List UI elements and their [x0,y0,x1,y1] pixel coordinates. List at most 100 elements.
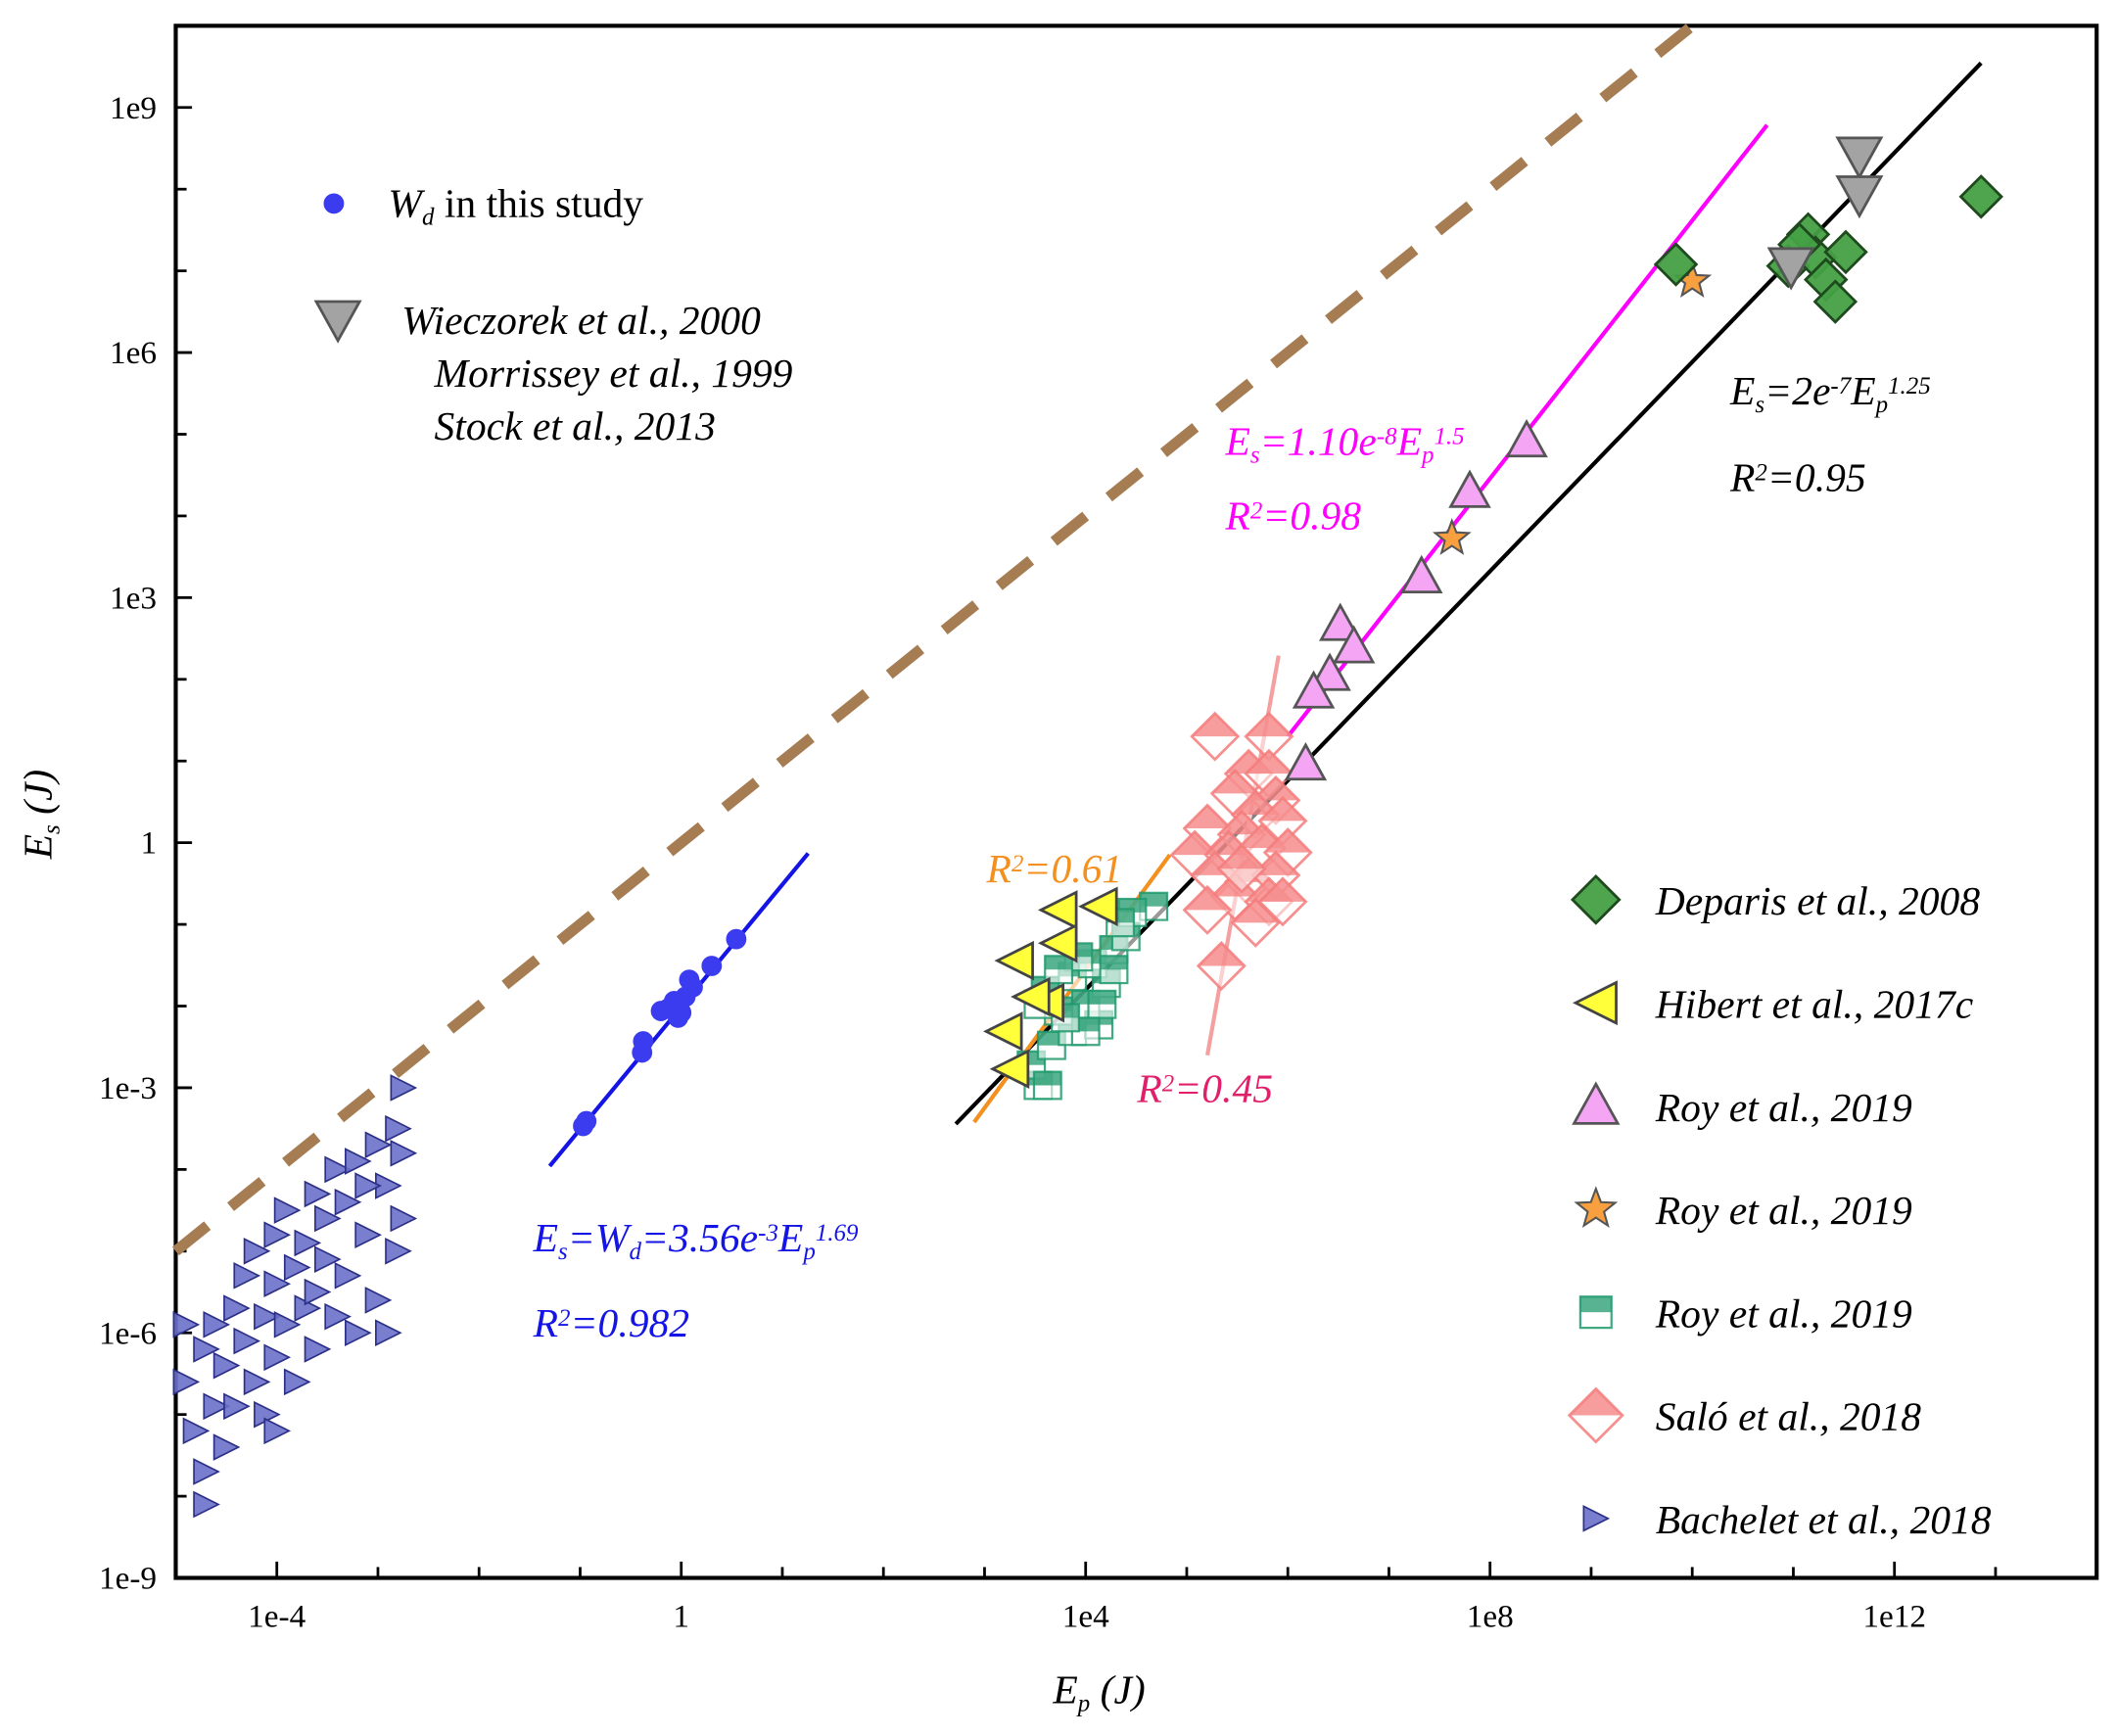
legend-wieczorek-marker [313,300,362,344]
y-tick-label: 1e9 [110,90,157,126]
x-axis-label: Ep (J) [1052,1666,1145,1715]
data-point [223,1392,251,1421]
data-point [283,1368,311,1396]
triangle-mark [172,1368,201,1396]
diamond-fill [1171,831,1218,856]
triangle-mark [223,1294,251,1322]
data-point [1032,1070,1062,1101]
square-fill [1045,956,1072,970]
blue-fit-r2: R2=0.982 [533,1300,689,1345]
data-point [233,1262,261,1290]
data-point [1257,876,1308,927]
data-point [354,1221,382,1249]
data-point [375,1319,402,1347]
text-segment: R [1729,455,1755,500]
data-point [324,1302,352,1331]
text-segment: s [558,1238,568,1264]
legend-this-study-marker [323,193,345,214]
circle-mark [633,1031,654,1052]
triangle-mark [364,1287,393,1314]
data-point [345,1319,372,1347]
data-point [1835,175,1884,219]
triangle-mark [1037,922,1078,963]
triangle-mark [1308,652,1351,691]
triangle-mark [273,1311,302,1338]
data-point [1099,955,1129,985]
legend-this-study-label: Wd in this study [388,181,643,231]
series-star [1432,260,1713,555]
text-segment: E [1850,368,1875,413]
triangle-mark [1037,890,1078,930]
data-point [263,1270,292,1298]
text-segment: p [1420,442,1434,468]
data-point [172,1368,201,1396]
triangle-mark [212,1351,241,1380]
triangle-mark [1766,247,1815,291]
text-segment: 2 [558,1305,570,1332]
circle-mark [701,956,723,976]
data-point [1432,518,1472,555]
diamond-fill [1259,797,1306,821]
data-point [324,1155,352,1184]
triangle-mark [324,1155,352,1184]
data-point [1190,711,1241,762]
axis-subscript: p [1076,1690,1090,1716]
text-segment: =0.982 [571,1300,690,1345]
triangle-mark [304,1180,332,1208]
square-fill [1579,1296,1612,1313]
diamond-fill [1218,811,1265,835]
text-segment: =0.45 [1174,1065,1273,1110]
text-segment: d [422,204,435,230]
triangle-mark [1011,976,1051,1017]
orange-fit-r2: R2=0.61 [986,846,1123,891]
diamond-fill [1198,942,1245,966]
triangle-mark [334,1262,362,1290]
text-segment: p [1874,392,1888,418]
triangle-mark [390,1204,418,1233]
data-point [994,940,1034,981]
black-fit-r2: R2=0.95 [1729,455,1866,500]
data-point [385,1114,412,1143]
text-segment: E [777,1215,803,1260]
circle-mark [679,969,700,991]
data-point [1332,625,1376,664]
triangle-mark [345,1319,372,1347]
data-point [243,1368,271,1396]
triangle-mark [354,1221,382,1249]
triangle-mark [254,1302,281,1331]
data-point [294,1229,322,1257]
star-mark [1574,1186,1619,1229]
triangle-mark [193,1336,220,1363]
triangle-mark [1505,418,1548,458]
data-point [1196,940,1247,992]
triangle-mark [1582,1505,1611,1532]
data-point [354,1172,382,1199]
legend-marker [1572,1081,1621,1125]
data-point [273,1196,302,1224]
text-segment: 2 [1011,851,1023,877]
triangle-mark [1835,136,1884,180]
diamond-mark [1958,174,2003,219]
data-point [263,1417,292,1445]
y-tick-label: 1e6 [110,335,157,371]
triangle-mark [314,1245,342,1273]
data-point [1823,229,1868,275]
legend-reference-label: Morrissey et al., 1999 [433,351,792,396]
data-point [203,1311,231,1338]
triangle-mark [182,1417,211,1445]
legend-marker [1574,1186,1619,1229]
square-fill [1088,990,1116,1005]
data-point [1216,843,1267,894]
text-segment: R [533,1300,558,1345]
diamond-fill [1218,845,1265,869]
series-triangle-down [1766,136,1884,291]
axis-subscript: s [38,824,65,834]
data-point [1011,976,1051,1017]
text-segment: -7 [1830,373,1852,399]
triangle-mark [1078,886,1118,926]
diamond-fill [1252,776,1299,801]
triangle-mark [283,1368,311,1396]
text-segment: 2 [1755,459,1766,486]
text-segment: E [533,1215,558,1260]
triangle-mark [364,1131,393,1159]
